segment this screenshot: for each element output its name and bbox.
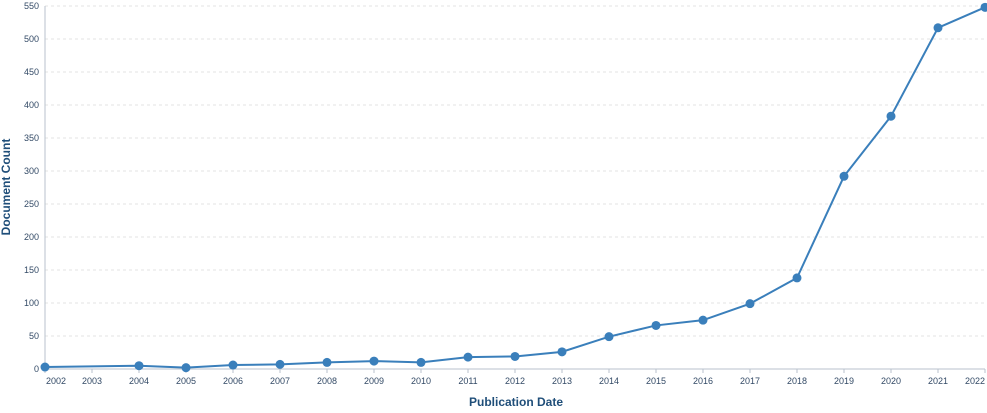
grid-lines: [45, 6, 985, 336]
x-axis-title: Publication Date: [469, 395, 563, 408]
data-point-2022[interactable]: [981, 3, 987, 12]
x-tick-label: 2006: [223, 376, 243, 386]
data-point-2021[interactable]: [934, 23, 943, 32]
x-tick-label: 2011: [458, 376, 477, 386]
y-tick-label: 150: [24, 265, 39, 275]
x-tick-label: 2014: [599, 376, 619, 386]
data-point-2020[interactable]: [887, 112, 896, 121]
data-point-2004[interactable]: [135, 361, 144, 370]
x-tick-label: 2017: [740, 376, 760, 386]
x-tick-label: 2021: [928, 376, 948, 386]
series-line: [45, 7, 985, 367]
x-tick-label: 2019: [834, 376, 854, 386]
x-tick-label: 2016: [693, 376, 713, 386]
x-tick-label: 2022: [965, 376, 985, 386]
data-point-2008[interactable]: [323, 358, 332, 367]
y-axis-title: Document Count: [0, 139, 13, 236]
x-tick-label: 2018: [787, 376, 807, 386]
x-tick-label: 2010: [411, 376, 431, 386]
axes: [45, 6, 985, 373]
y-tick-label: 350: [24, 133, 39, 143]
x-tick-label: 2012: [505, 376, 525, 386]
x-tick-label: 2020: [881, 376, 901, 386]
data-point-2018[interactable]: [793, 273, 802, 282]
y-tick-label: 50: [29, 331, 39, 341]
data-point-2007[interactable]: [276, 360, 285, 369]
data-point-2002[interactable]: [41, 363, 50, 372]
data-point-2013[interactable]: [558, 347, 567, 356]
data-point-2009[interactable]: [370, 357, 379, 366]
y-tick-label: 100: [24, 298, 39, 308]
data-point-2017[interactable]: [746, 299, 755, 308]
series-line-group: [45, 7, 985, 367]
y-tick-label: 200: [24, 232, 39, 242]
x-axis-tick-labels: 2002 2003 2004 2005 2006 2007 2008 2009 2010 2011…: [46, 376, 985, 386]
data-point-2012[interactable]: [511, 352, 520, 361]
x-tick-label: 2008: [317, 376, 337, 386]
y-tick-label: 450: [24, 67, 39, 77]
x-tick-label: 2003: [82, 376, 102, 386]
y-tick-label: 400: [24, 100, 39, 110]
data-point-2005[interactable]: [182, 363, 191, 372]
data-point-2010[interactable]: [417, 358, 426, 367]
y-tick-label: 0: [34, 364, 39, 374]
y-tick-label: 500: [24, 34, 39, 44]
y-tick-label: 250: [24, 199, 39, 209]
x-tick-label: 2013: [552, 376, 572, 386]
data-point-2011[interactable]: [464, 353, 473, 362]
x-tick-label: 2005: [176, 376, 196, 386]
x-tick-label: 2004: [129, 376, 149, 386]
y-axis-tick-labels: 0 50 100 150 200 250 300 350 400 450 500 550: [24, 1, 39, 374]
x-tick-label: 2002: [46, 376, 66, 386]
data-point-2014[interactable]: [605, 332, 614, 341]
data-point-2015[interactable]: [652, 321, 661, 330]
data-point-2016[interactable]: [699, 316, 708, 325]
data-points: [41, 3, 987, 372]
data-point-2006[interactable]: [229, 361, 238, 370]
y-tick-label: 550: [24, 1, 39, 11]
y-tick-label: 300: [24, 166, 39, 176]
x-tick-label: 2015: [646, 376, 666, 386]
x-tick-label: 2009: [364, 376, 384, 386]
x-tick-label: 2007: [270, 376, 290, 386]
data-point-2019[interactable]: [840, 172, 849, 181]
